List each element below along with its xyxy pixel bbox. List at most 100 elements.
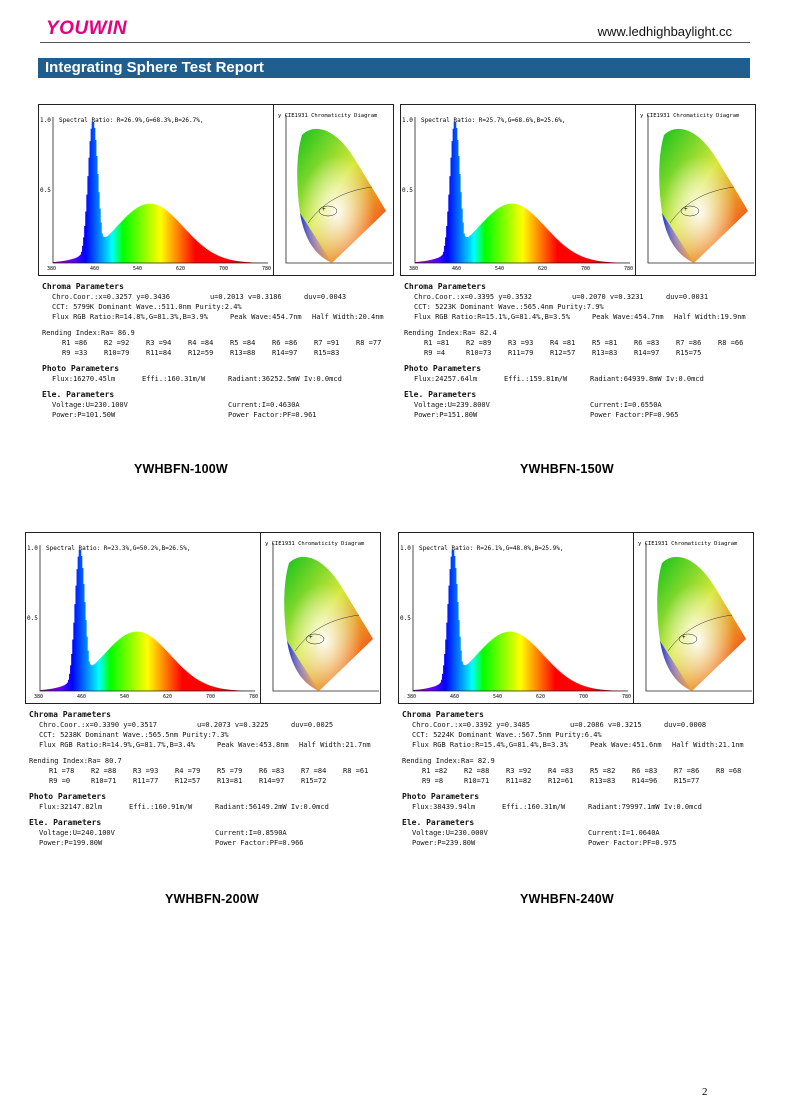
x-tick-label: 380 [34,694,44,700]
spectrum-band [487,217,489,263]
spectrum-band [158,643,160,691]
spectrum-band [561,673,563,691]
spectrum-band [87,650,89,691]
spectrum-band [74,258,76,263]
spectrum-band [55,687,57,691]
cie-title: y CIE1931 Chromaticity Diagram [640,113,740,119]
spectrum-band [602,261,604,263]
spectrum-band [428,260,431,263]
x-tick-label: 540 [493,694,503,700]
current-value: Current:I=1.0640A [588,829,660,837]
parameter-list: Chroma Parameters Chro.Coor.:x=0.3392 y=0… [402,710,758,848]
spectrum-band [605,690,607,691]
spectrum-band [561,243,563,263]
spectrum-band [71,653,73,691]
spectrum-band [119,222,122,263]
spectrum-band [596,260,599,263]
power-row: Power:P=239.80W Power Factor:PF=0.975 [402,838,758,848]
spectrum-band [563,245,565,263]
spectrum-band [133,631,136,691]
electrical-heading: Ele. Parameters [42,390,115,399]
test-report-3: Spectral Ratio: R=23.3%,G=50.2%,B=26.5%,… [25,532,385,887]
spectrum-band [235,260,238,263]
rending-index-value: R13=81 [217,777,243,785]
spectrum-band [608,262,610,263]
spectrum-band [80,251,83,263]
spectrum-band [446,622,448,691]
spectrum-band [232,260,235,263]
spectrum-band [582,685,585,691]
spectrum-band [478,652,481,691]
spectrum-band [503,632,505,691]
spectrum-band [506,204,508,263]
spectrum-band [65,683,68,691]
spectrum-band [598,689,601,691]
spectrum-band [555,238,558,263]
rending-index-value: R9 =4 [424,349,446,357]
rending-index-value: R11=82 [506,777,532,785]
spectrum-band [546,659,548,691]
rending-index-value: R8 =66 [718,339,744,347]
spectrum-band [426,688,429,691]
spectrum-band [495,209,498,263]
spectrum-band [130,212,132,263]
voltage-value: Voltage:U=230.100V [52,401,128,409]
rending-index-row: R9 =0 R10=71 R11=77 R12=57 R13=81 R14=97 R15=7… [39,776,385,786]
spectrum-band [157,205,159,263]
chroma-uv: u=0.2086 v=0.3215 [570,721,642,729]
spectrum-band [451,141,454,263]
spectrum-band [168,212,170,263]
model-caption: YWHBFN-150W [520,462,614,476]
spectrum-band [460,650,462,691]
spectrum-band [571,680,573,691]
spectrum-band [491,213,493,263]
spectrum-band [423,688,426,691]
spectrum-band [437,684,440,691]
spectrum-band [478,226,480,263]
spectrum-band [106,236,109,263]
rending-index-row: R1 =86 R2 =92 R3 =94 R4 =84 R5 =84 R6 =86 R7 =… [52,338,398,348]
spectrum-band [104,237,107,263]
spectrum-band [65,260,68,263]
spectrum-band [492,212,494,263]
spectrum-band [589,687,591,691]
spectrum-band [218,256,221,263]
chroma-row: Chro.Coor.:x=0.3395 y=0.3532 u=0.2070 v=0… [404,292,760,302]
spectrum-band [166,211,169,263]
spectrum-band [90,665,93,691]
spectrum-band [96,156,98,263]
spectrum-band [458,156,460,263]
spectrum-band [160,645,162,691]
spectrum-band [150,637,153,691]
spectrum-band [246,262,248,263]
spectrum-band [89,664,91,691]
spectrum-band [231,260,233,263]
spectrum-band [61,261,64,263]
spectrum-band [415,689,417,691]
spectrum-band [77,256,80,263]
spectrum-band [549,232,551,263]
chroma-heading: Chroma Parameters [404,282,486,291]
spectrum-band [201,682,203,691]
spectrum-band [237,261,240,263]
cct-row: CCT: 5224K Dominant Wave.:567.5nm Purity… [402,730,758,740]
spectrum-band [546,228,548,263]
spectrum-band [123,218,126,263]
spectrum-band [109,233,112,263]
rending-index-ra: Rending Index:Ra= 86.9 [42,329,135,337]
spectrum-band [468,236,471,263]
spectrum-band [445,639,447,691]
spectrum-band [475,229,477,263]
rending-index-row: R1 =78 R2 =88 R3 =93 R4 =79 R5 =79 R6 =83 R7 =… [39,766,385,776]
spectrum-band [196,679,199,691]
spectrum-band [184,669,186,691]
spectrum-band [547,229,549,263]
rending-index-value: R10=71 [91,777,117,785]
spectrum-band [529,641,531,691]
website-url[interactable]: www.ledhighbaylight.cc [597,24,732,39]
spectral-ratio: Spectral Ratio: R=26.9%,G=68.3%,B=26.7%, [59,117,204,124]
half-width: Half Width:21.7nm [299,741,371,749]
spectrum-band [103,237,106,263]
spectrum-band [519,634,521,691]
spectrum-band [119,638,122,691]
